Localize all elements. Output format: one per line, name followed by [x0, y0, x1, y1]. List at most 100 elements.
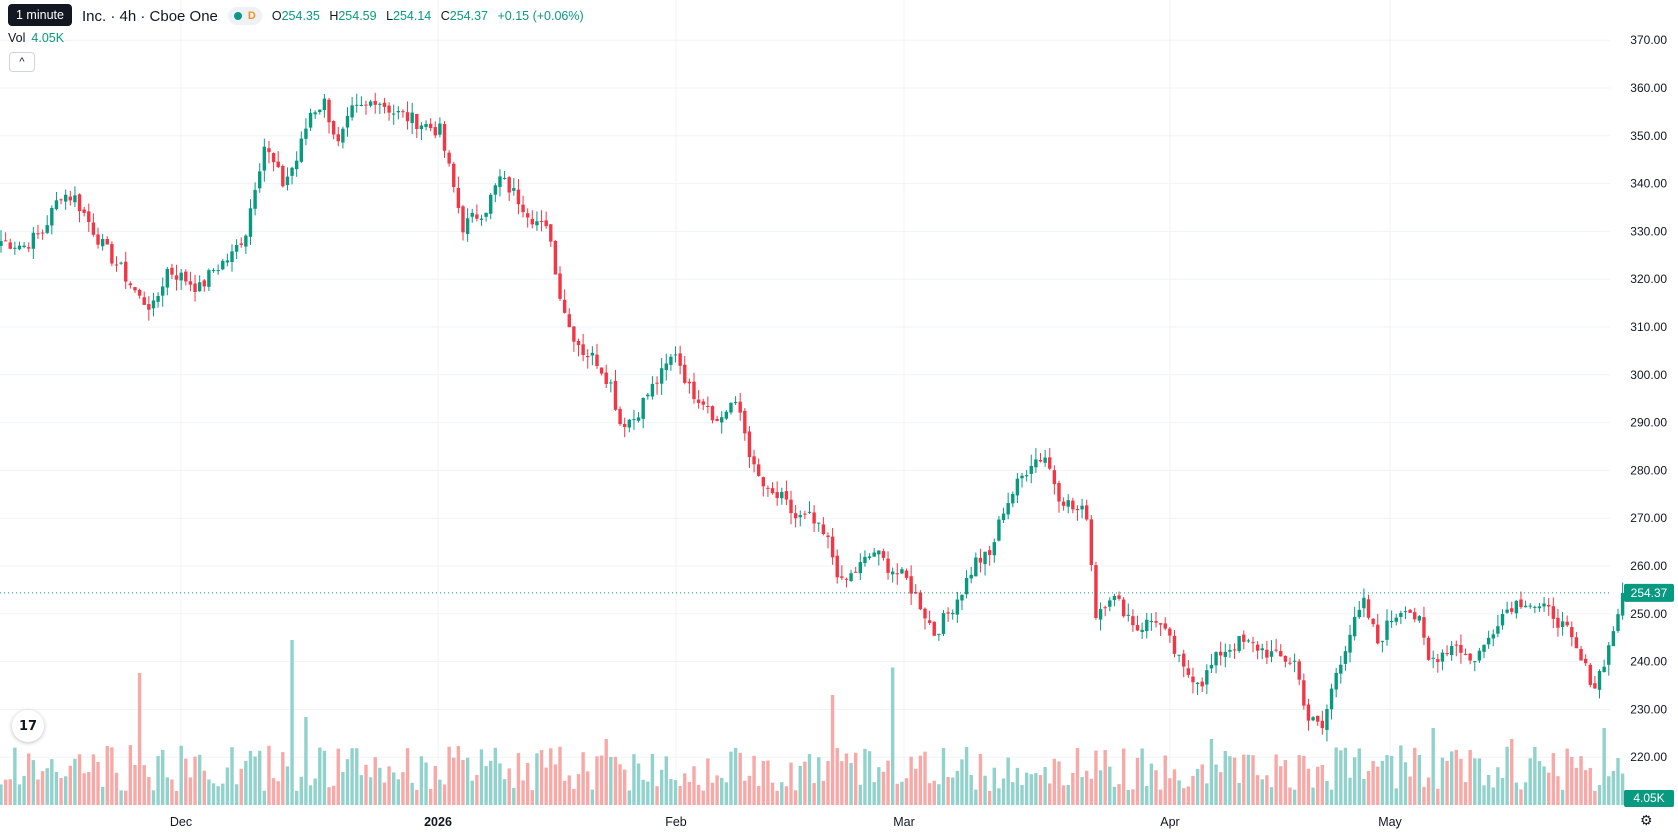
volume-bar [1089, 778, 1094, 805]
volume-bar [498, 763, 502, 805]
volume-bar [854, 752, 858, 805]
volume-bar [1505, 746, 1509, 805]
volume-bar [539, 750, 544, 805]
volume-bar [415, 789, 419, 805]
price-tick-label: 240.00 [1630, 655, 1667, 669]
candle-body [45, 225, 49, 233]
volume-bar [341, 771, 345, 805]
candle-body [392, 113, 396, 115]
volume-bar [881, 771, 886, 805]
volume-bar [1413, 747, 1417, 805]
volume-bar [1094, 750, 1098, 805]
candle-body [1491, 634, 1495, 639]
candle-body [498, 176, 502, 187]
volume-bar [378, 767, 382, 805]
candle-body [327, 99, 331, 123]
candle-body [1015, 478, 1020, 496]
price-tick-label: 270.00 [1630, 511, 1667, 525]
collapse-legend-button[interactable]: ^ [9, 52, 35, 72]
candle-body [683, 364, 687, 383]
volume-bar [110, 747, 114, 805]
candle-body [267, 148, 271, 153]
candle-body [512, 188, 516, 191]
volume-bar [692, 766, 696, 805]
volume-bar [1468, 750, 1472, 805]
candle-body [1570, 627, 1574, 638]
candle-body [1325, 708, 1329, 730]
symbol-title[interactable]: Inc. · 4h · Cboe One [82, 7, 218, 25]
volume-bar [826, 761, 830, 805]
candle-body [1306, 704, 1311, 721]
volume-bar [318, 747, 322, 805]
volume-bar [308, 785, 313, 805]
volume-bar [1274, 754, 1278, 805]
volume-bar [581, 752, 585, 805]
market-status-pill[interactable]: D [227, 7, 262, 25]
volume-bar [1343, 747, 1348, 805]
candle-body [77, 194, 82, 212]
candle-body [1362, 597, 1366, 609]
candle-body [1357, 609, 1361, 618]
candle-body [1057, 483, 1061, 502]
volume-bar [683, 773, 687, 805]
volume-bar [1602, 728, 1606, 805]
volume-bar [1389, 755, 1394, 805]
gear-icon[interactable]: ⚙ [1640, 812, 1653, 828]
volume-bar [1172, 769, 1177, 805]
candle-body [40, 232, 45, 234]
volume-bar [1376, 766, 1380, 805]
price-axis[interactable]: 370.00 360.00 350.00 340.00 330.00 320.00 310.… [1624, 33, 1674, 807]
candle-body [1029, 465, 1033, 474]
volume-bar [410, 782, 414, 805]
candle-body [234, 244, 239, 252]
volume-bar [207, 779, 211, 805]
volume-bar [119, 790, 123, 805]
candle-body [701, 401, 705, 405]
volume-bar [50, 759, 54, 805]
candle-body [1288, 662, 1292, 664]
volume-bar [747, 775, 752, 805]
volume-bar [576, 774, 581, 805]
candle-body [812, 512, 816, 524]
time-tick-label: 2026 [424, 815, 452, 829]
volume-bar [715, 775, 719, 805]
candle-body [1366, 599, 1371, 618]
candle-body [31, 232, 36, 249]
volume-bar [1380, 760, 1385, 805]
volume-bar [562, 780, 567, 805]
volume-bar [502, 779, 507, 805]
tradingview-logo-icon[interactable]: 17 [12, 710, 44, 742]
volume-bar [1255, 775, 1260, 805]
candle-body [1463, 653, 1468, 655]
volume-bar [521, 780, 525, 805]
candle-body [738, 401, 742, 413]
candle-body [470, 212, 474, 217]
volume-bar [387, 766, 391, 805]
candle-body [941, 613, 946, 634]
volume-bar [350, 748, 354, 805]
candle-body [867, 556, 872, 559]
volume-bar [1071, 772, 1075, 805]
volume-bar [761, 761, 765, 805]
time-axis[interactable]: Dec 2026 Feb Mar Apr May [170, 815, 1403, 829]
volume-bar [1620, 773, 1625, 805]
candle-body [1440, 652, 1445, 662]
candle-body [849, 573, 853, 581]
candle-body [1403, 611, 1408, 613]
volume-bar [840, 761, 844, 805]
volume-bar [987, 790, 992, 805]
candle-body [73, 195, 77, 203]
candle-body [1052, 470, 1057, 485]
volume-bar [1366, 771, 1371, 805]
candle-body [1191, 676, 1195, 683]
volume-bar [114, 772, 119, 805]
candle-body [1011, 493, 1015, 504]
volume-bar [609, 756, 613, 805]
volume-bar [512, 787, 516, 805]
candle-body [1500, 613, 1505, 626]
candle-body [82, 209, 86, 213]
volume-bar [1302, 755, 1306, 805]
volume-bar [147, 777, 151, 805]
volume-bar [923, 751, 927, 805]
